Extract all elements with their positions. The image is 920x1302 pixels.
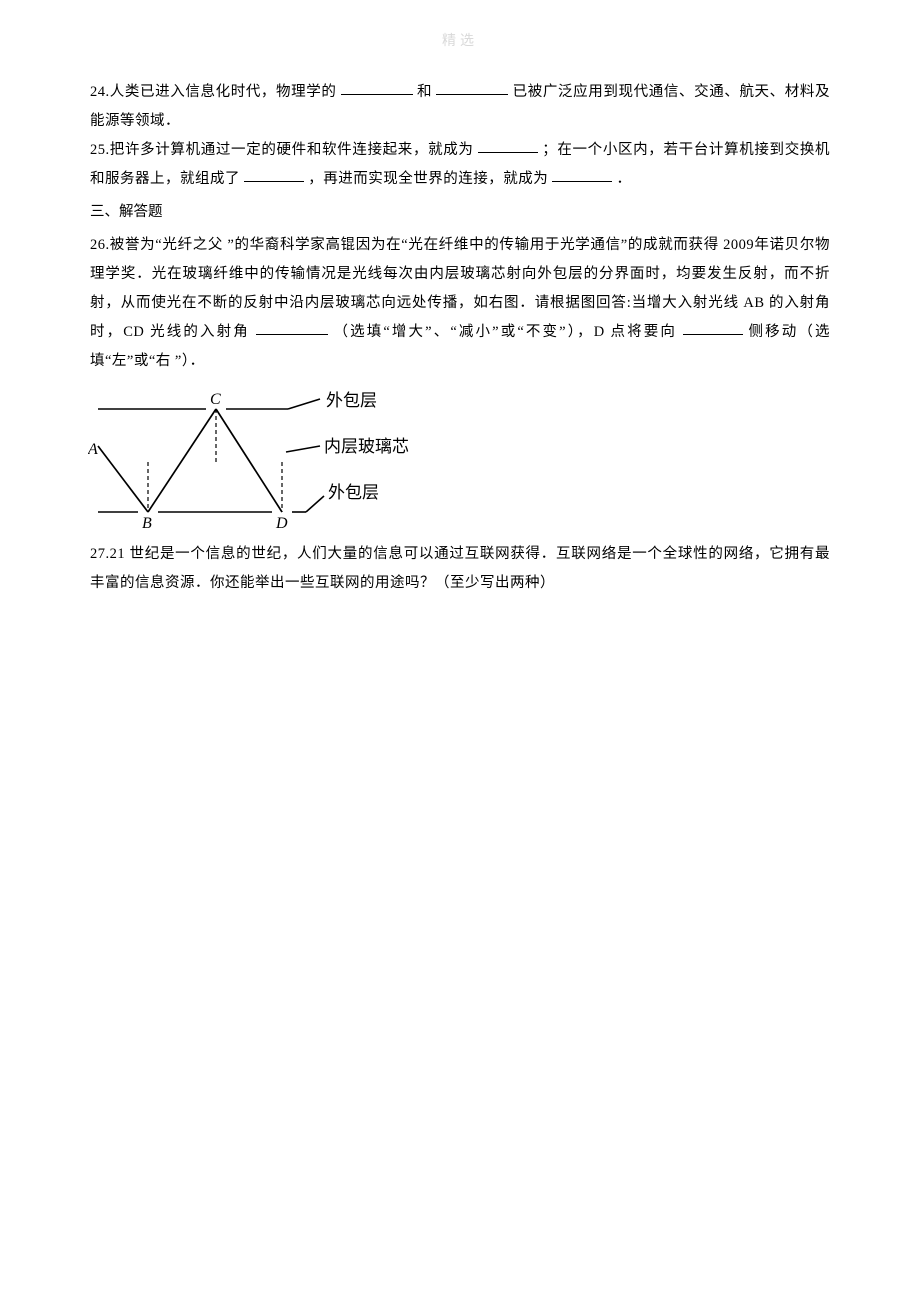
- question-24: 24.人类已进入信息化时代，物理学的 和 已被广泛应用到现代通信、交通、航天、材…: [90, 78, 830, 136]
- label-B: B: [142, 515, 152, 532]
- label-outer-bottom: 外包层: [328, 483, 379, 502]
- question-26: 26.被誉为“光纤之父 ”的华裔科学家高锟因为在“光在纤维中的传输用于光学通信”…: [90, 231, 830, 376]
- q26-text-b: （选填“增大”、“减小”或“不变”），D 点将要向: [333, 324, 677, 340]
- q25-blank-3[interactable]: [552, 168, 612, 183]
- section-3-heading: 三、解答题: [90, 198, 830, 227]
- q25-text-c: ，再进而实现全世界的连接，就成为: [308, 171, 548, 187]
- question-27: 27.21 世纪是一个信息的世纪，人们大量的信息可以通过互联网获得．互联网络是一…: [90, 540, 830, 598]
- q25-text-d: ．: [617, 171, 632, 187]
- q24-text-b: 和: [417, 84, 436, 100]
- q24-blank-2[interactable]: [436, 81, 508, 96]
- q26-blank-1[interactable]: [256, 321, 328, 336]
- q24-text-a: 24.人类已进入信息化时代，物理学的: [90, 84, 341, 100]
- label-outer-top: 外包层: [326, 391, 377, 410]
- q26-blank-2[interactable]: [683, 321, 743, 336]
- label-A: A: [88, 441, 98, 458]
- diagram-svg: 外包层 内层玻璃芯 外包层 A B C D: [88, 384, 428, 534]
- label-C: C: [210, 391, 221, 408]
- watermark-text: 精选: [90, 30, 830, 50]
- page-container: 精选 24.人类已进入信息化时代，物理学的 和 已被广泛应用到现代通信、交通、航…: [0, 0, 920, 1302]
- q25-text-a: 25.把许多计算机通过一定的硬件和软件连接起来，就成为: [90, 142, 474, 158]
- label-inner: 内层玻璃芯: [324, 437, 409, 456]
- q24-blank-1[interactable]: [341, 81, 413, 96]
- fiber-optic-diagram: 外包层 内层玻璃芯 外包层 A B C D: [88, 384, 830, 534]
- question-25: 25.把许多计算机通过一定的硬件和软件连接起来，就成为 ；在一个小区内，若干台计…: [90, 136, 830, 194]
- label-D: D: [275, 515, 288, 532]
- q25-blank-1[interactable]: [478, 139, 538, 154]
- q25-blank-2[interactable]: [244, 168, 304, 183]
